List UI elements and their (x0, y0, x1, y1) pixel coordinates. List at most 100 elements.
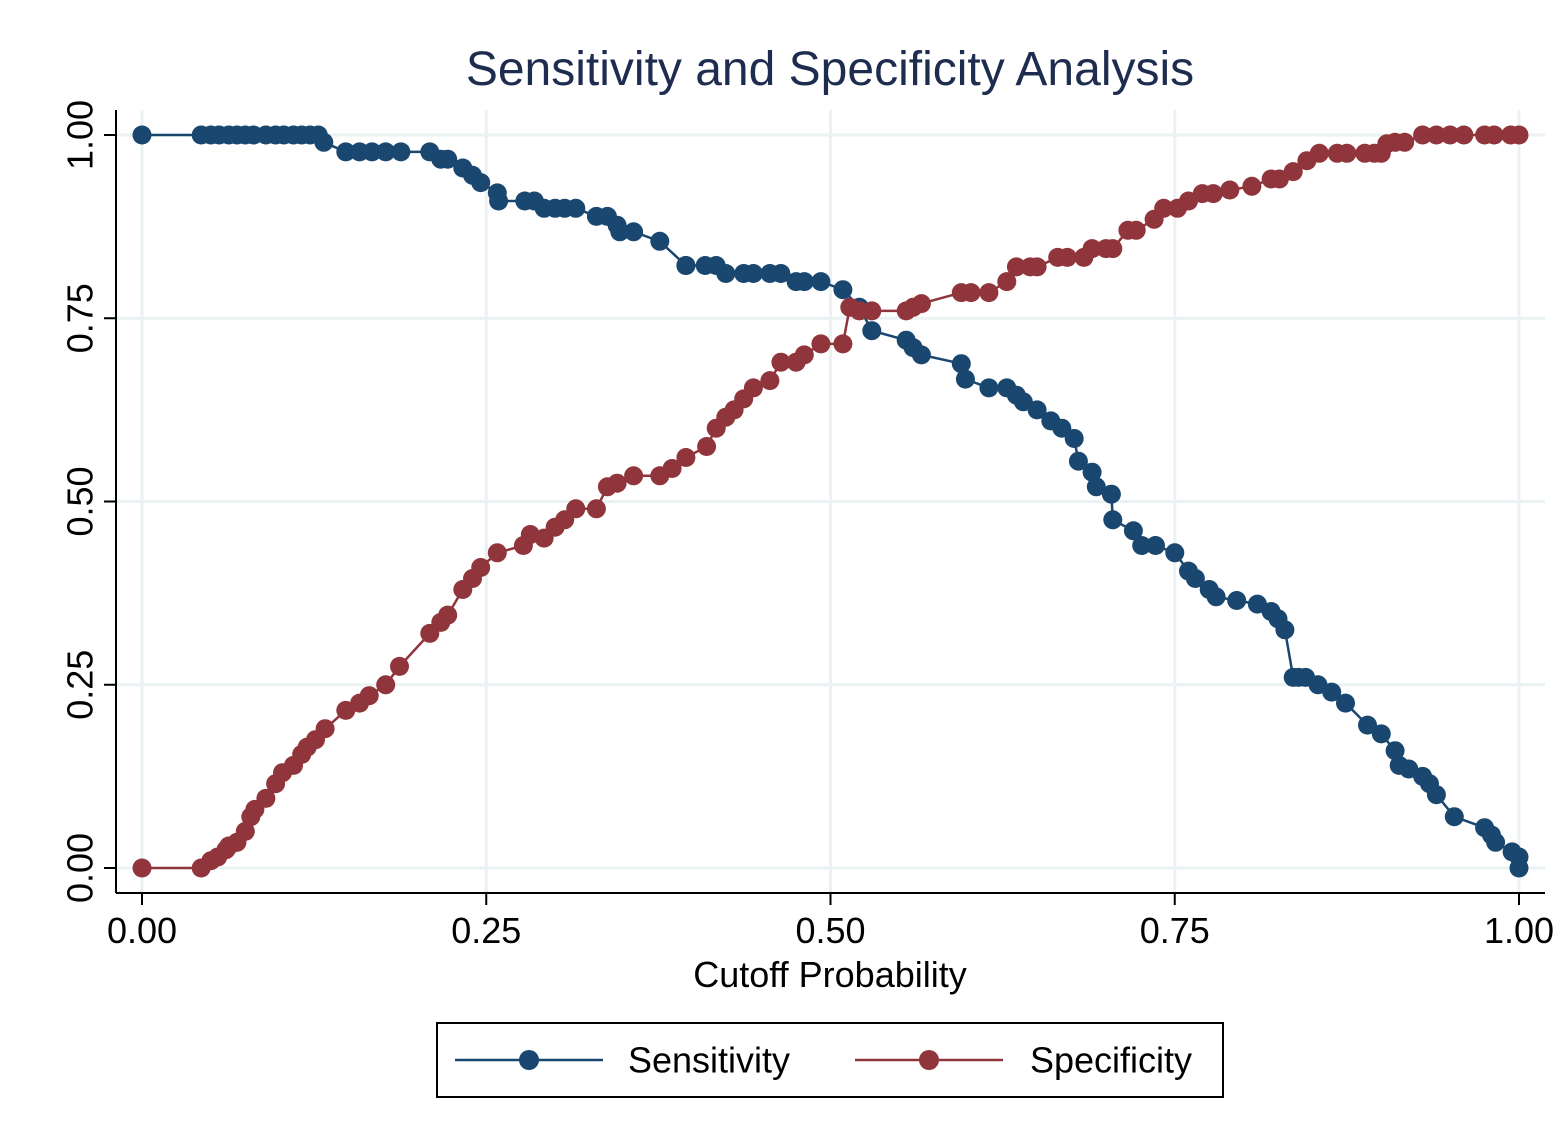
y-tick-label: 0.75 (60, 283, 101, 353)
specificity-point (1309, 143, 1329, 163)
sensitivity-point (650, 231, 670, 251)
specificity-point (1220, 180, 1240, 200)
specificity-point (1203, 184, 1223, 204)
specificity-point (586, 499, 606, 519)
y-tick-label: 0.00 (60, 833, 101, 903)
specificity-point (376, 675, 396, 695)
specificity-point (256, 788, 276, 808)
x-tick-label: 0.25 (451, 910, 521, 951)
sensitivity-series (132, 125, 1529, 878)
sensitivity-point (1385, 741, 1405, 761)
sensitivity-point (771, 264, 791, 283)
sensitivity-point (566, 198, 586, 218)
sensitivity-point (862, 321, 882, 341)
sensitivity-point (438, 149, 458, 169)
sensitivity-point (1227, 591, 1247, 610)
sensitivity-point (1013, 392, 1033, 412)
specificity-point (662, 459, 682, 478)
sensitivity-point (743, 264, 763, 283)
specificity-point (862, 301, 882, 321)
sensitivity-point (1064, 429, 1084, 448)
legend-specificity-marker (919, 1050, 939, 1070)
sensitivity-point (1103, 510, 1123, 530)
sensitivity-point (1444, 807, 1464, 827)
sensitivity-point (1165, 543, 1185, 563)
specificity-point (1337, 143, 1357, 163)
sensitivity-point (391, 142, 411, 162)
sensitivity-point (1206, 587, 1226, 607)
specificity-point (624, 466, 644, 486)
specificity-point (1484, 125, 1504, 145)
legend: Sensitivity Specificity (436, 1022, 1224, 1098)
x-tick-label: 1.00 (1484, 910, 1554, 951)
specificity-point (1006, 257, 1026, 277)
specificity-point (1154, 198, 1174, 218)
sensitivity-point (1068, 451, 1088, 471)
specificity-point (833, 334, 853, 354)
sensitivity-point (1086, 477, 1106, 497)
sensitivity-point (1027, 400, 1047, 420)
specificity-point (1454, 125, 1474, 145)
specificity-point (1283, 162, 1303, 182)
specificity-point (132, 858, 152, 878)
sensitivity-point (1101, 484, 1121, 504)
sensitivity-point (1123, 521, 1143, 541)
sensitivity-point (624, 222, 644, 242)
sensitivity-point (955, 369, 975, 389)
specificity-point (794, 345, 814, 365)
axes: 0.00 0.25 0.50 0.75 1.00 0.00 0.25 0.50 0.75 1.00 (60, 100, 1555, 951)
chart-title: Sensitivity and Specificity Analysis (466, 43, 1194, 96)
legend-specificity-label: Specificity (1030, 1040, 1192, 1081)
sensitivity-point (1509, 858, 1529, 878)
x-axis-label: Cutoff Probability (693, 954, 966, 995)
specificity-point (771, 352, 791, 372)
y-tick-label: 1.00 (60, 100, 101, 170)
specificity-point (471, 558, 491, 577)
specificity-point (1395, 132, 1415, 152)
sensitivity-point (811, 272, 831, 292)
legend-sensitivity-label: Sensitivity (628, 1040, 790, 1081)
specificity-point (487, 543, 507, 563)
specificity-series (132, 125, 1529, 878)
sensitivity-point (911, 345, 931, 365)
specificity-point (235, 821, 255, 841)
specificity-point (1103, 239, 1123, 259)
sensitivity-point (471, 173, 491, 193)
specificity-point (811, 334, 831, 354)
series-layer (132, 125, 1529, 878)
sensitivity-point (1426, 785, 1446, 805)
specificity-point (390, 656, 409, 676)
sensitivity-point (489, 191, 509, 211)
x-tick-label: 0.00 (107, 910, 177, 951)
specificity-point (743, 378, 763, 398)
specificity-point (1057, 247, 1077, 267)
sensitivity-point (1082, 462, 1102, 482)
specificity-point (1027, 257, 1047, 277)
sensitivity-point (1146, 536, 1165, 555)
y-tick-label: 0.25 (60, 650, 101, 720)
x-tick-label: 0.50 (795, 910, 865, 951)
sensitivity-point (833, 280, 853, 300)
specificity-point (1509, 125, 1529, 145)
specificity-point (1413, 125, 1433, 145)
specificity-point (697, 437, 717, 456)
sensitivity-point (1336, 693, 1355, 713)
specificity-point (997, 272, 1017, 292)
sensitivity-point (1132, 536, 1152, 555)
sensitivity-point (1371, 724, 1391, 744)
sensitivity-point (794, 272, 814, 292)
specificity-point (438, 605, 458, 625)
y-tick-label: 0.50 (60, 466, 101, 536)
sensitivity-point (979, 378, 999, 398)
legend-sensitivity-marker (519, 1050, 539, 1070)
sensitivity-point (610, 222, 630, 242)
specificity-point (315, 719, 335, 739)
sensitivity-point (951, 354, 971, 374)
specificity-point (961, 283, 981, 303)
specificity-point (1082, 239, 1102, 259)
sensitivity-point (1322, 682, 1342, 702)
specificity-point (1440, 125, 1460, 145)
specificity-point (607, 473, 627, 493)
